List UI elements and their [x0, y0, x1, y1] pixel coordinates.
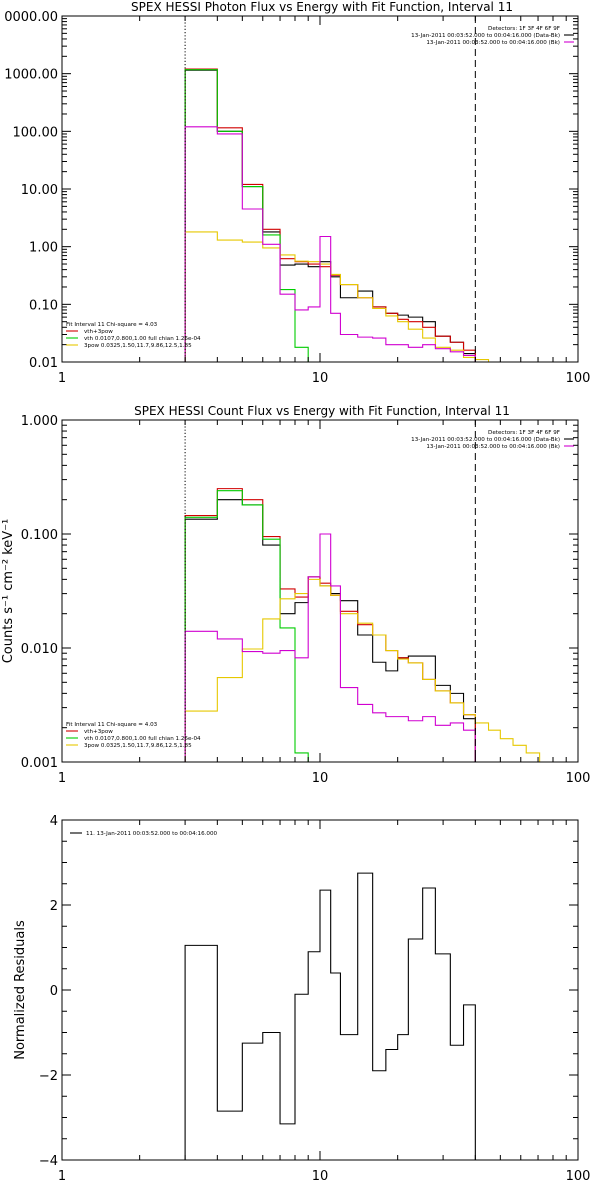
x-tick-label: 1 [58, 1169, 66, 1184]
info-line: Detectors: 1F 3F 4F 6F 9F [488, 26, 560, 32]
x-tick-label: 1 [58, 771, 66, 786]
plot-frame [61, 819, 579, 1161]
x-tick-label: 10 [312, 371, 329, 386]
series-line-bk [184, 533, 476, 762]
y-tick-label: 0.100 [21, 528, 58, 543]
fit-info-line: vth 0.0107,0.800,1.00 full chian 1.26e-0… [84, 336, 201, 342]
series-group [184, 872, 476, 1160]
info-line: 13-Jan-2011 00:03:52.000 to 00:04:16.000… [411, 33, 560, 39]
chart-panel-3: Normalized Residuals 1 10 100 −4 −2 0 2 4 11. 13-… [13, 814, 590, 1184]
fit-info-line: vth+3pow [84, 329, 113, 335]
y-axis-label: Counts s⁻¹ cm⁻² keV⁻¹ [1, 519, 16, 664]
y-tick-label: 2 [50, 899, 58, 914]
info-line: 13-Jan-2011 00:03:52.000 to 00:04:16.000… [426, 40, 560, 46]
y-tick-label: −4 [39, 1154, 58, 1169]
chart-title: SPEX HESSI Count Flux vs Energy with Fit… [134, 404, 510, 418]
x-tick-label: 1 [58, 371, 66, 386]
series-group [184, 68, 490, 362]
series-line-3pow [184, 578, 554, 762]
plot-frame [61, 15, 579, 363]
chart-panel-2: SPEX HESSI Count Flux vs Energy with Fit… [1, 404, 591, 786]
fit-info-line: vth+3pow [84, 729, 113, 735]
y-tick-label: 0000.00 [4, 10, 58, 25]
fit-info-line: vth 0.0107,0.800,1.00 full chian 1.26e-0… [84, 736, 201, 742]
chart-panel-1: SPEX HESSI Photon Flux vs Energy with Fi… [4, 0, 591, 386]
y-tick-label: 0.10 [29, 298, 58, 313]
info-line: 13-Jan-2011 00:03:52.000 to 00:04:16.000… [426, 444, 560, 450]
y-tick-label: 0 [50, 984, 58, 999]
series-line-residual [184, 872, 476, 1160]
legend-entry: 11. 13-Jan-2011 00:03:52.000 to 00:04:16… [86, 831, 218, 837]
series-line-vth [184, 69, 309, 362]
y-tick-label: 100.00 [13, 125, 59, 140]
y-tick-label: 10.00 [21, 183, 58, 198]
series-line-bk [184, 126, 476, 362]
info-line: 13-Jan-2011 00:03:52.000 to 00:04:16.000… [411, 437, 560, 443]
series-line-vth [184, 490, 309, 762]
info-line: Detectors: 1F 3F 4F 6F 9F [488, 430, 560, 436]
x-tick-label: 100 [566, 771, 591, 786]
y-tick-label: 4 [50, 814, 58, 829]
fit-info-line: Fit Interval 11 Chi-square = 4.03 [66, 722, 158, 728]
y-tick-label: 1.000 [21, 414, 58, 429]
y-tick-label: −2 [39, 1069, 58, 1084]
fit-info-line: 3pow 0.0325,1.50,11.7,9.86,12.5,1.85 [84, 343, 192, 349]
series-line-vth-3pow [184, 488, 476, 762]
x-tick-label: 100 [566, 371, 591, 386]
y-tick-label: 0.010 [21, 642, 58, 657]
y-tick-label: 0.01 [29, 356, 58, 371]
y-axis-label: Normalized Residuals [13, 920, 28, 1060]
x-tick-label: 100 [566, 1169, 591, 1184]
x-tick-label: 10 [312, 771, 329, 786]
series-line-3pow [184, 231, 490, 362]
x-tick-label: 10 [312, 1169, 329, 1184]
y-tick-label: 0.001 [21, 756, 58, 771]
series-group [184, 488, 554, 762]
fit-info-line: Fit Interval 11 Chi-square = 4.03 [66, 322, 158, 328]
plot-frame [61, 419, 579, 763]
series-line-vth-3pow [184, 68, 476, 362]
y-tick-label: 1.00 [29, 241, 58, 256]
chart-title: SPEX HESSI Photon Flux vs Energy with Fi… [131, 0, 513, 14]
series-line-data-bk [184, 69, 476, 362]
y-tick-label: 1000.00 [4, 68, 58, 83]
fit-info-line: 3pow 0.0325,1.50,11.7,9.86,12.5,1.85 [84, 743, 192, 749]
